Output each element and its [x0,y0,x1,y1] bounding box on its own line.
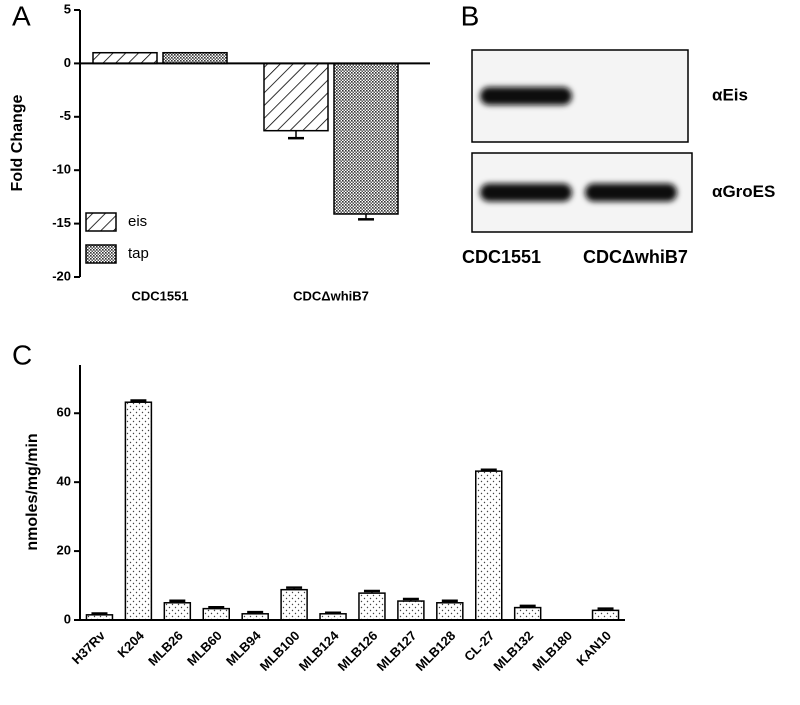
bar [436,602,464,621]
x-tick-label: KAN10 [573,628,614,669]
x-tick-label: CDCΔwhiB7 [293,288,369,303]
x-tick-label: K204 [114,627,147,660]
bar [591,609,620,621]
y-tick-label: 5 [64,1,71,16]
bar [202,607,230,621]
blot-column-label: CDC1551 [462,247,541,267]
bar [263,62,329,132]
bar [358,592,386,621]
bar [162,51,228,65]
y-axis-label: nmoles/mg/min [24,433,41,550]
x-tick-label: H37Rv [69,627,109,667]
x-tick-label: MLB126 [335,628,381,674]
x-tick-label: MLB180 [529,628,575,674]
panel-label: C [12,339,32,370]
error-bar [402,597,419,602]
y-tick-label: 40 [57,474,71,489]
x-tick-label: MLB60 [184,628,225,669]
bar [333,62,399,215]
error-bar [519,604,536,608]
legend-swatch [85,244,117,264]
panel-label: A [12,0,31,31]
bar [397,600,425,621]
error-bar [363,589,380,594]
bar [92,51,158,65]
x-tick-label: CDC1551 [131,288,188,303]
bar [163,602,192,621]
y-tick-label: 0 [64,611,71,626]
x-tick-label: MLB124 [296,627,342,673]
x-tick-label: MLB128 [413,628,459,674]
y-tick-label: -20 [52,268,71,283]
y-tick-label: 20 [57,543,71,558]
x-tick-label: MLB26 [145,628,186,669]
error-bar [130,399,147,403]
blot-band [480,87,572,105]
y-tick-label: -10 [52,162,71,177]
x-tick-label: MLB100 [257,628,303,674]
error-bar [247,610,264,614]
error-bar [325,611,342,615]
panel-label: B [461,0,480,31]
y-tick-label: -5 [59,108,71,123]
y-tick-label: -15 [52,215,71,230]
error-bar [480,468,497,472]
error-bar [358,213,374,221]
error-bar [441,599,458,603]
bar [124,401,153,621]
blot-band [480,183,572,202]
blot-row-label: αGroES [712,182,775,201]
y-tick-label: 0 [64,55,71,70]
error-bar [286,586,303,590]
bar [280,588,308,621]
error-bar [91,612,108,615]
x-tick-label: MLB127 [374,628,420,674]
bar [475,470,503,621]
bar [513,606,542,621]
error-bar [169,599,186,603]
blot-column-label: CDCΔwhiB7 [583,247,688,267]
legend-swatch [85,212,117,232]
error-bar [597,607,614,611]
legend-label: tap [128,245,149,262]
y-tick-label: 60 [57,405,71,420]
blot-band [585,87,677,105]
y-axis-label: Fold Change [9,94,26,191]
error-bar [288,130,304,140]
error-bar [208,606,225,609]
x-tick-label: MLB132 [490,628,536,674]
legend-label: eis [128,213,147,230]
blot-band [585,183,677,202]
x-tick-label: CL-27 [461,628,497,664]
blot-row-label: αEis [712,85,748,104]
